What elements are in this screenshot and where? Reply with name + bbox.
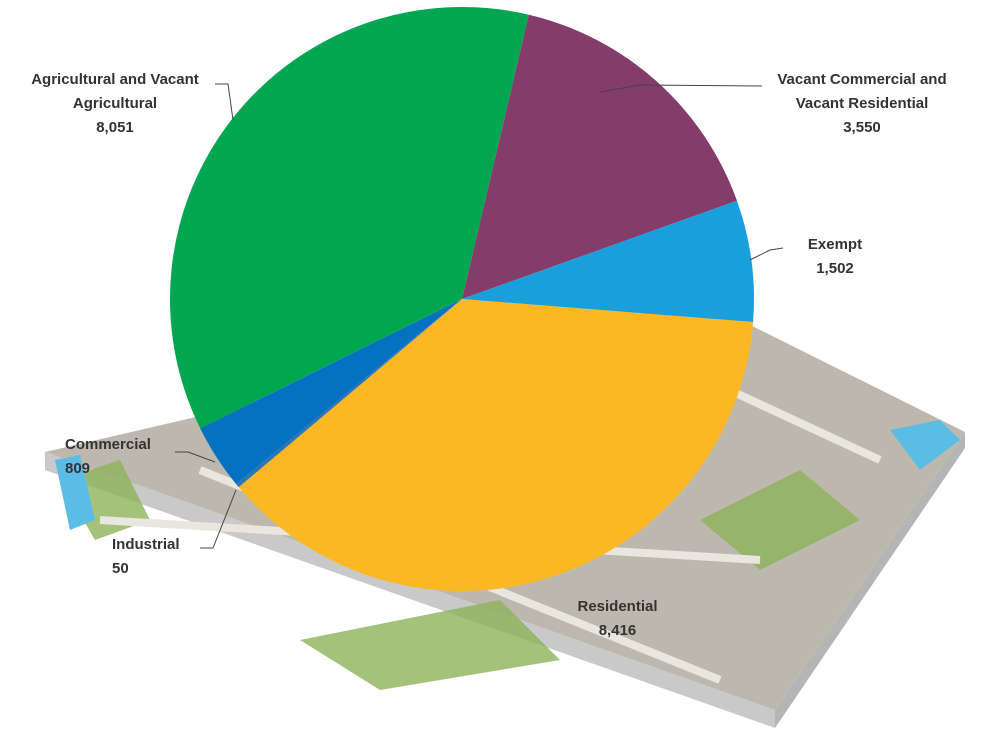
slice-label: Residential 8,416: [550, 595, 685, 643]
label-name: Vacant Commercial and Vacant Residential: [777, 71, 947, 112]
slice-label: Agricultural and Vacant Agricultural 8,05…: [0, 68, 230, 140]
slice-label: Vacant Commercial and Vacant Residential…: [762, 68, 962, 140]
pie-slice: [238, 299, 754, 591]
label-name: Industrial: [112, 536, 180, 553]
label-name: Commercial: [65, 436, 151, 453]
label-name: Exempt: [807, 236, 863, 253]
slice-label: Industrial 50: [112, 533, 212, 581]
label-value: 8,416: [598, 622, 637, 639]
leader-line: [749, 247, 784, 261]
label-value: 50: [112, 560, 129, 577]
pie: [169, 6, 754, 591]
pie-slice: [169, 6, 529, 429]
label-value: 1,502: [816, 260, 854, 277]
leader-line: [175, 451, 216, 463]
pie-slice: [462, 14, 737, 299]
slice-label: Commercial 809: [65, 433, 175, 481]
leader-line: [200, 489, 237, 549]
pie-slice: [462, 200, 754, 322]
leader-line: [215, 83, 234, 121]
label-name: Residential: [577, 598, 658, 615]
label-value: 809: [65, 460, 91, 477]
label-name: Agricultural and Vacant Agricultural: [31, 71, 199, 112]
pie-slice: [236, 299, 462, 488]
slice-label: Exempt 1,502: [785, 233, 885, 281]
label-value: 8,051: [96, 119, 134, 136]
leader-line: [599, 84, 763, 93]
label-value: 3,550: [843, 119, 881, 136]
pie-slice: [200, 299, 462, 484]
leader-lines: [175, 83, 784, 549]
